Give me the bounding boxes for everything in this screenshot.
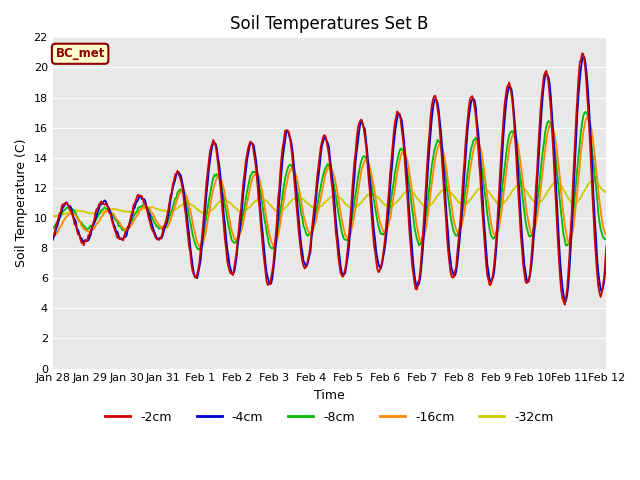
-2cm	[602, 243, 610, 249]
-16cm	[222, 198, 230, 204]
-8cm	[284, 167, 291, 173]
-32cm	[457, 200, 465, 206]
-32cm	[589, 178, 596, 183]
Line: -4cm: -4cm	[52, 57, 606, 301]
-16cm	[387, 216, 394, 221]
Legend: -2cm, -4cm, -8cm, -16cm, -32cm: -2cm, -4cm, -8cm, -16cm, -32cm	[100, 406, 559, 429]
-8cm	[49, 225, 56, 231]
-8cm	[360, 154, 367, 159]
Line: -32cm: -32cm	[52, 180, 606, 216]
-4cm	[221, 221, 228, 227]
-16cm	[457, 226, 465, 232]
-16cm	[602, 232, 610, 238]
-8cm	[582, 109, 589, 115]
-4cm	[49, 237, 56, 243]
-2cm	[221, 236, 228, 242]
-16cm	[284, 178, 291, 184]
-4cm	[602, 256, 610, 262]
-32cm	[222, 198, 230, 204]
Y-axis label: Soil Temperature (C): Soil Temperature (C)	[15, 139, 28, 267]
-2cm	[561, 302, 568, 308]
-2cm	[358, 120, 366, 126]
-32cm	[284, 203, 291, 208]
-16cm	[360, 161, 367, 167]
-2cm	[282, 128, 290, 133]
-8cm	[553, 165, 561, 171]
-8cm	[387, 203, 394, 209]
-4cm	[358, 120, 366, 126]
-32cm	[360, 196, 367, 202]
-8cm	[602, 236, 610, 242]
-2cm	[579, 50, 586, 56]
-2cm	[385, 186, 393, 192]
-16cm	[584, 113, 592, 119]
-32cm	[49, 213, 56, 218]
Line: -2cm: -2cm	[52, 53, 606, 305]
-16cm	[49, 235, 56, 241]
-8cm	[196, 247, 204, 252]
-16cm	[196, 244, 204, 250]
Line: -16cm: -16cm	[52, 116, 606, 247]
-4cm	[561, 299, 568, 304]
-4cm	[552, 173, 559, 179]
-8cm	[222, 208, 230, 214]
-32cm	[602, 189, 610, 195]
-8cm	[457, 219, 465, 225]
-4cm	[579, 54, 587, 60]
X-axis label: Time: Time	[314, 389, 345, 402]
-2cm	[49, 234, 56, 240]
-32cm	[51, 214, 59, 219]
Title: Soil Temperatures Set B: Soil Temperatures Set B	[230, 15, 429, 33]
-4cm	[385, 200, 393, 206]
-32cm	[553, 180, 561, 185]
-4cm	[282, 130, 290, 136]
-4cm	[456, 238, 463, 244]
-2cm	[456, 227, 463, 233]
Line: -8cm: -8cm	[52, 112, 606, 250]
-2cm	[552, 195, 559, 201]
-32cm	[387, 203, 394, 209]
-16cm	[553, 146, 561, 152]
Text: BC_met: BC_met	[56, 47, 105, 60]
